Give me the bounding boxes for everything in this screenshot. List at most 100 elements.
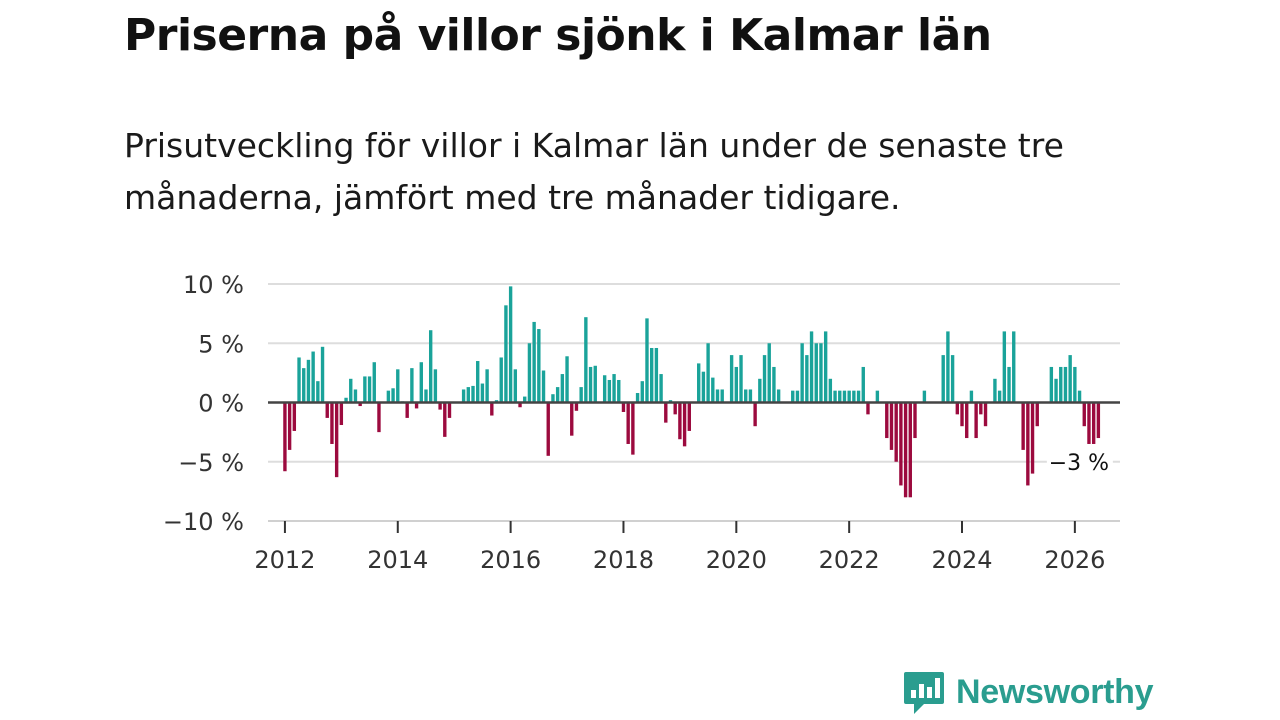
bar xyxy=(1002,331,1007,403)
bar xyxy=(367,376,372,403)
bar xyxy=(729,355,734,403)
bar xyxy=(946,331,950,403)
bar xyxy=(551,394,555,403)
bar xyxy=(297,357,301,403)
bar xyxy=(1021,402,1025,450)
bar xyxy=(626,402,630,444)
bar xyxy=(424,389,428,403)
bar xyxy=(1087,402,1091,444)
bar xyxy=(965,402,969,439)
x-tick-label: 2026 xyxy=(1044,546,1105,574)
bar xyxy=(353,389,358,403)
bar xyxy=(673,402,677,415)
bar xyxy=(306,359,311,403)
bar xyxy=(1049,366,1054,403)
bar xyxy=(847,390,851,403)
bar xyxy=(358,402,362,407)
y-tick-label: −10 % xyxy=(163,508,244,536)
bar xyxy=(330,402,334,444)
bar xyxy=(513,369,518,403)
bar xyxy=(555,387,560,403)
bar xyxy=(941,355,945,403)
bar xyxy=(885,402,889,439)
bar xyxy=(969,390,974,403)
x-tick-label: 2024 xyxy=(931,546,992,574)
bar xyxy=(1082,402,1086,427)
bar xyxy=(508,286,513,403)
bar xyxy=(537,329,541,403)
bar xyxy=(316,381,320,403)
x-tick-label: 2012 xyxy=(254,546,315,574)
chart-title: Priserna på villor sjönk i Kalmar län xyxy=(124,10,992,61)
bar xyxy=(292,402,297,431)
bar xyxy=(715,389,720,403)
bar xyxy=(640,381,644,403)
x-tick-label: 2016 xyxy=(480,546,541,574)
bar xyxy=(1077,390,1082,403)
bar xyxy=(428,330,433,403)
bar xyxy=(546,402,550,456)
bar xyxy=(396,369,400,403)
bar xyxy=(960,402,964,427)
bar xyxy=(842,390,847,403)
bar xyxy=(311,351,315,403)
bar xyxy=(805,355,809,403)
bar xyxy=(697,363,701,403)
bar xyxy=(405,402,409,418)
bar xyxy=(828,378,833,403)
bar xyxy=(1091,402,1096,444)
annotation-label: −3 % xyxy=(1049,451,1109,476)
bar xyxy=(903,402,908,498)
y-tick-label: −5 % xyxy=(178,449,244,477)
bar xyxy=(461,389,466,403)
bar xyxy=(748,389,753,403)
bar xyxy=(687,402,691,431)
bar xyxy=(476,361,480,403)
bar xyxy=(584,317,588,403)
bar xyxy=(1035,402,1039,427)
bar xyxy=(612,374,616,403)
bar xyxy=(875,390,880,403)
bar xyxy=(753,402,757,427)
bar xyxy=(334,402,339,478)
bar xyxy=(523,396,527,403)
bar xyxy=(861,366,865,403)
bar xyxy=(814,343,818,403)
bar xyxy=(635,393,640,403)
bar xyxy=(541,370,546,403)
bar xyxy=(772,366,776,403)
price-change-bar-chart: 10 % 5 % 0 % −5 % −10 % 2012 2014 2016 2018 2020… xyxy=(163,271,1120,574)
bar xyxy=(570,402,574,436)
bar xyxy=(518,402,522,408)
bar xyxy=(899,402,903,486)
bar xyxy=(593,365,597,403)
y-tick-label: 5 % xyxy=(198,330,244,358)
bar xyxy=(950,355,955,403)
bar xyxy=(419,362,423,403)
bar xyxy=(913,402,917,439)
bar xyxy=(664,402,668,423)
bar xyxy=(1030,402,1035,474)
bar xyxy=(565,356,569,403)
bar xyxy=(1007,366,1011,403)
bar xyxy=(997,390,1002,403)
bar xyxy=(734,366,739,403)
bar xyxy=(809,331,814,403)
bar xyxy=(701,371,706,403)
bar xyxy=(1073,366,1077,403)
bar xyxy=(1026,402,1030,486)
bar xyxy=(678,402,682,440)
bar xyxy=(922,390,927,403)
bar xyxy=(320,346,325,403)
bar xyxy=(645,318,649,403)
bar xyxy=(767,343,771,403)
x-tick-label: 2014 xyxy=(367,546,428,574)
bar xyxy=(711,377,715,403)
bar xyxy=(471,385,475,403)
x-tick-label: 2018 xyxy=(593,546,654,574)
bar xyxy=(363,376,367,403)
bar xyxy=(866,402,870,415)
bar xyxy=(391,388,395,403)
bar xyxy=(1096,402,1101,439)
bars xyxy=(283,286,1101,498)
